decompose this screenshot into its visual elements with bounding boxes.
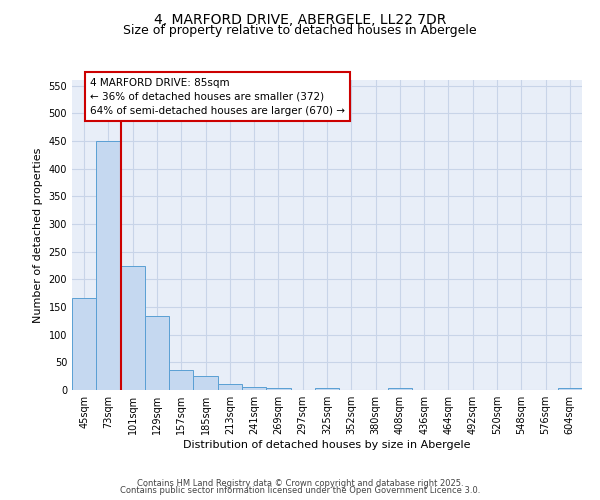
- Bar: [169, 370, 193, 390]
- Bar: [242, 387, 266, 390]
- Bar: [72, 298, 96, 390]
- Bar: [388, 388, 412, 390]
- Text: Contains HM Land Registry data © Crown copyright and database right 2025.: Contains HM Land Registry data © Crown c…: [137, 478, 463, 488]
- Bar: [96, 141, 121, 390]
- Bar: [121, 266, 145, 390]
- Bar: [193, 376, 218, 390]
- X-axis label: Distribution of detached houses by size in Abergele: Distribution of detached houses by size …: [183, 440, 471, 450]
- Text: 4, MARFORD DRIVE, ABERGELE, LL22 7DR: 4, MARFORD DRIVE, ABERGELE, LL22 7DR: [154, 12, 446, 26]
- Bar: [266, 388, 290, 390]
- Bar: [315, 388, 339, 390]
- Text: 4 MARFORD DRIVE: 85sqm
← 36% of detached houses are smaller (372)
64% of semi-de: 4 MARFORD DRIVE: 85sqm ← 36% of detached…: [90, 78, 345, 116]
- Y-axis label: Number of detached properties: Number of detached properties: [33, 148, 43, 322]
- Bar: [218, 384, 242, 390]
- Bar: [145, 316, 169, 390]
- Text: Contains public sector information licensed under the Open Government Licence 3.: Contains public sector information licen…: [120, 486, 480, 495]
- Text: Size of property relative to detached houses in Abergele: Size of property relative to detached ho…: [123, 24, 477, 37]
- Bar: [558, 388, 582, 390]
